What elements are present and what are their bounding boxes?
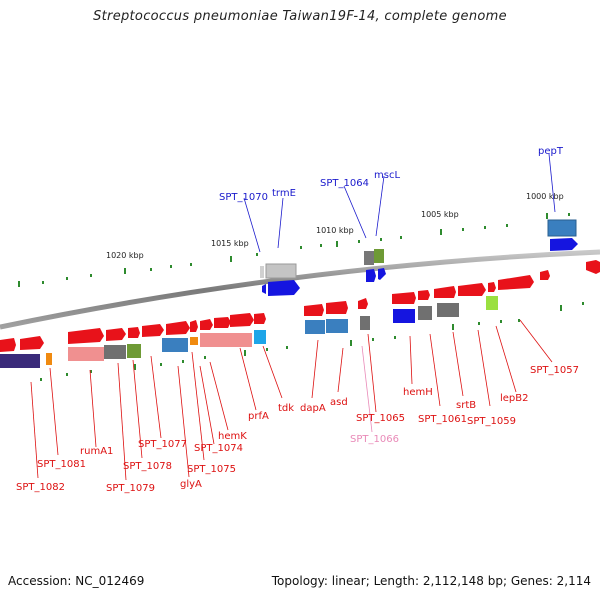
gene-label-prfa: prfA xyxy=(248,411,269,422)
genome-stats: Topology: linear; Length: 2,112,148 bp; … xyxy=(272,574,591,588)
gene-label-lepb2: lepB2 xyxy=(500,393,529,404)
gene-label-spt-1059: SPT_1059 xyxy=(467,416,516,427)
genome-backbone xyxy=(0,249,600,330)
gene-label-spt-1082: SPT_1082 xyxy=(16,482,65,493)
gene-label-spt-1065: SPT_1065 xyxy=(356,413,405,424)
scale-label-1010: 1010 kbp xyxy=(316,226,354,235)
gene-label-ruma1: rumA1 xyxy=(80,446,113,457)
length-label: Length: xyxy=(373,574,420,588)
gene-label-asd: asd xyxy=(330,397,348,408)
gene-label-spt-1081: SPT_1081 xyxy=(37,459,86,470)
top-strand-genes xyxy=(260,219,600,296)
genome-title: Streptococcus pneumoniae Taiwan19F-14, c… xyxy=(93,9,507,24)
accession-value: NC_012469 xyxy=(75,574,145,588)
gene-label-hemk: hemK xyxy=(218,431,247,442)
scale-label-1005: 1005 kbp xyxy=(421,210,459,219)
topology-label: Topology: xyxy=(271,574,328,588)
scale-label-1015: 1015 kbp xyxy=(211,239,249,248)
gene-label-spt-1079: SPT_1079 xyxy=(106,483,155,494)
genes-value: 2,114 xyxy=(556,574,591,588)
lower-strand-genes xyxy=(0,270,550,352)
gene-label-tdk: tdk xyxy=(278,403,294,414)
genes-label: Genes: xyxy=(510,574,553,588)
scale-ticks xyxy=(18,213,584,381)
gene-label-spt-1074: SPT_1074 xyxy=(194,443,243,454)
gene-label-srtb: srtB xyxy=(456,400,476,411)
gene-label-dapa: dapA xyxy=(300,403,326,414)
gene-label-spt-1070: SPT_1070 xyxy=(219,192,268,203)
gene-label-spt-1061: SPT_1061 xyxy=(418,414,467,425)
gene-label-pept: pepT xyxy=(538,146,564,157)
length-value: 2,112,148 bp; xyxy=(422,574,508,588)
gene-label-mscl: mscL xyxy=(374,170,400,181)
topology-value: linear; xyxy=(331,574,370,588)
gene-label-spt-1078: SPT_1078 xyxy=(123,461,172,472)
gene-label-glya: glyA xyxy=(180,479,202,490)
gene-label-spt-1066: SPT_1066 xyxy=(350,434,399,445)
accession-label: Accession: xyxy=(8,574,72,588)
gene-label-hemh: hemH xyxy=(403,387,433,398)
scale-label-1000: 1000 kbp xyxy=(526,192,564,201)
gene-label-spt-1057: SPT_1057 xyxy=(530,365,579,376)
leader-lines xyxy=(30,153,556,481)
gene-label-spt-1064: SPT_1064 xyxy=(320,178,369,189)
scale-label-1020: 1020 kbp xyxy=(106,251,144,260)
accession-info: Accession: NC_012469 xyxy=(8,574,144,588)
lower-feature-boxes xyxy=(0,296,498,368)
gene-label-trme: trmE xyxy=(272,188,296,199)
gene-label-spt-1077: SPT_1077 xyxy=(138,439,187,450)
gene-label-spt-1075: SPT_1075 xyxy=(187,464,236,475)
